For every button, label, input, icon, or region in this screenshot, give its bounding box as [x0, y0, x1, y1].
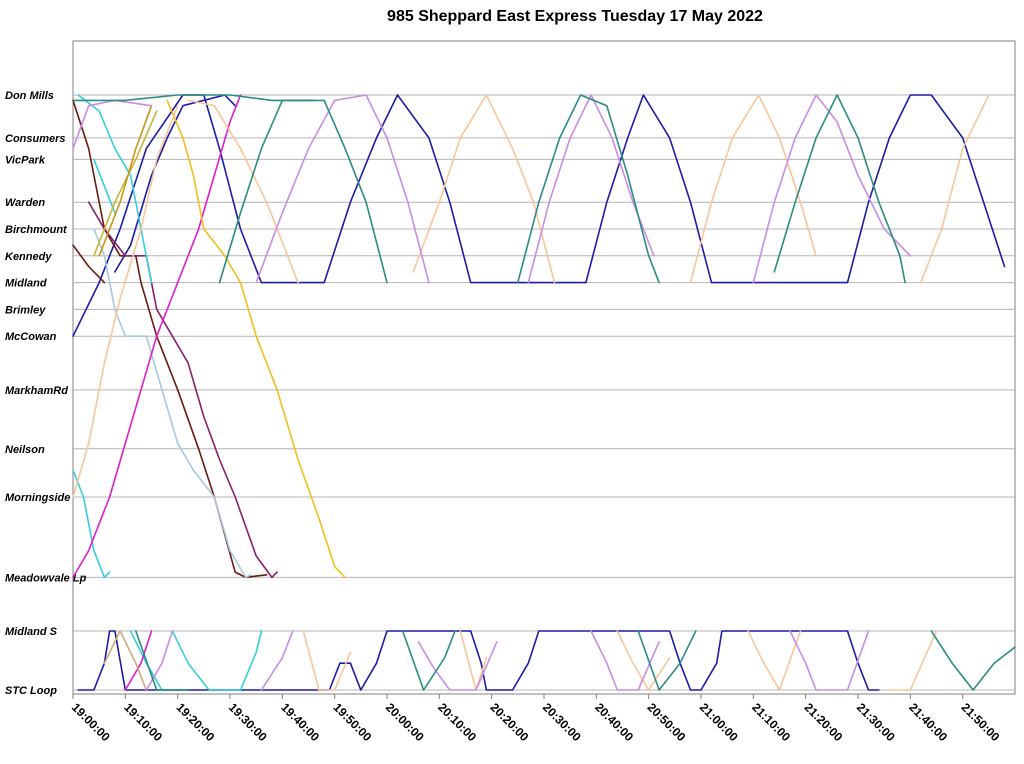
stop-label: MarkhamRd: [5, 385, 68, 397]
trip-line-23: [919, 94, 990, 284]
trip-line-35: [417, 640, 498, 691]
trip-line-18: [72, 104, 179, 498]
stop-label: STC Loop: [5, 685, 57, 697]
x-tick-label: 20:30:00: [540, 700, 584, 744]
trip-line-42: [135, 630, 189, 691]
trip-line-32: [752, 94, 912, 284]
stop-label: VicPark: [5, 154, 46, 166]
x-tick-label: 19:40:00: [278, 700, 322, 744]
x-tick-label: 20:10:00: [435, 700, 479, 744]
stop-label: Midland: [5, 278, 47, 290]
trip-line-9: [93, 158, 116, 214]
trip-line-4: [72, 244, 106, 284]
trip-line-13: [124, 630, 153, 691]
trip-line-12: [72, 94, 242, 579]
trip-line-15: [93, 110, 158, 257]
stop-label: Meadowvale Lp: [5, 572, 87, 584]
trip-line-27: [747, 630, 802, 691]
x-tick-label: 21:30:00: [854, 700, 898, 744]
trip-line-20: [412, 94, 488, 273]
trip-line-37: [789, 630, 870, 691]
trip-line-24: [302, 630, 352, 691]
x-tick-label: 21:20:00: [802, 700, 846, 744]
trip-line-14: [166, 99, 346, 579]
trip-line-19: [187, 99, 299, 284]
trip-line-34: [260, 630, 294, 691]
trip-line-7: [72, 469, 111, 579]
stop-label: Don Mills: [5, 90, 54, 102]
grid-layer: [73, 94, 1015, 691]
trip-line-26: [616, 630, 671, 691]
trip-line-22: [689, 94, 817, 284]
x-tick-label: 20:20:00: [488, 700, 532, 744]
trip-line-39: [218, 99, 388, 284]
trip-line-21: [485, 94, 556, 284]
stop-label: Consumers: [5, 133, 66, 145]
stop-label: Birchmount: [5, 224, 68, 236]
x-tick-label: 21:40:00: [906, 700, 950, 744]
stop-label: Neilson: [5, 444, 45, 456]
trip-line-30: [255, 94, 430, 284]
trip-line-11: [171, 630, 263, 691]
stop-label: Morningside: [5, 492, 70, 504]
x-tick-label: 19:10:00: [121, 700, 165, 744]
x-tick-label: 20:50:00: [645, 700, 689, 744]
chart-title: 985 Sheppard East Express Tuesday 17 May…: [387, 8, 763, 25]
trip-line-6: [93, 228, 252, 579]
stop-label: McCowan: [5, 331, 57, 343]
trip-line-40: [516, 94, 660, 284]
x-tick-label: 19:20:00: [174, 700, 218, 744]
x-tick-label: 19:50:00: [331, 700, 375, 744]
x-tick-label: 21:00:00: [697, 700, 741, 744]
trip-line-41: [773, 94, 906, 284]
trip-line-28: [888, 630, 938, 691]
series-layer: [72, 94, 1016, 691]
stop-label: Brimley: [5, 304, 46, 316]
x-tick-label: 19:00:00: [69, 700, 113, 744]
trip-line-44: [637, 630, 697, 691]
trip-line-45: [930, 630, 1016, 691]
plot-area: [72, 40, 1016, 695]
stop-label: Kennedy: [5, 251, 52, 263]
stop-label: Midland S: [5, 626, 58, 638]
x-tick-label: 20:40:00: [592, 700, 636, 744]
x-tick-label: 19:30:00: [226, 700, 270, 744]
stop-label: Warden: [5, 197, 45, 209]
stop-labels: Don Mills Consumers VicPark Warden Birchmoun…: [5, 90, 87, 697]
trip-line-16: [98, 104, 153, 257]
x-tick-label: 21:10:00: [749, 700, 793, 744]
trip-line-8: [77, 94, 153, 284]
trip-line-33: [145, 630, 174, 691]
trip-line-17: [103, 630, 148, 691]
x-tick-label: 21:50:00: [959, 700, 1003, 744]
x-tick-label: 20:00:00: [383, 700, 427, 744]
trip-line-5: [87, 201, 278, 579]
trip-line-29: [72, 99, 153, 150]
trip-line-43: [401, 630, 456, 691]
trip-line-36: [590, 630, 660, 691]
trip-line-1: [77, 630, 880, 691]
x-axis-ticks: 19:00:00 19:10:00 19:20:00 19:30:00 19:40:00…: [69, 694, 1003, 744]
trip-line-38: [72, 94, 315, 102]
trip-line-31: [527, 94, 655, 284]
